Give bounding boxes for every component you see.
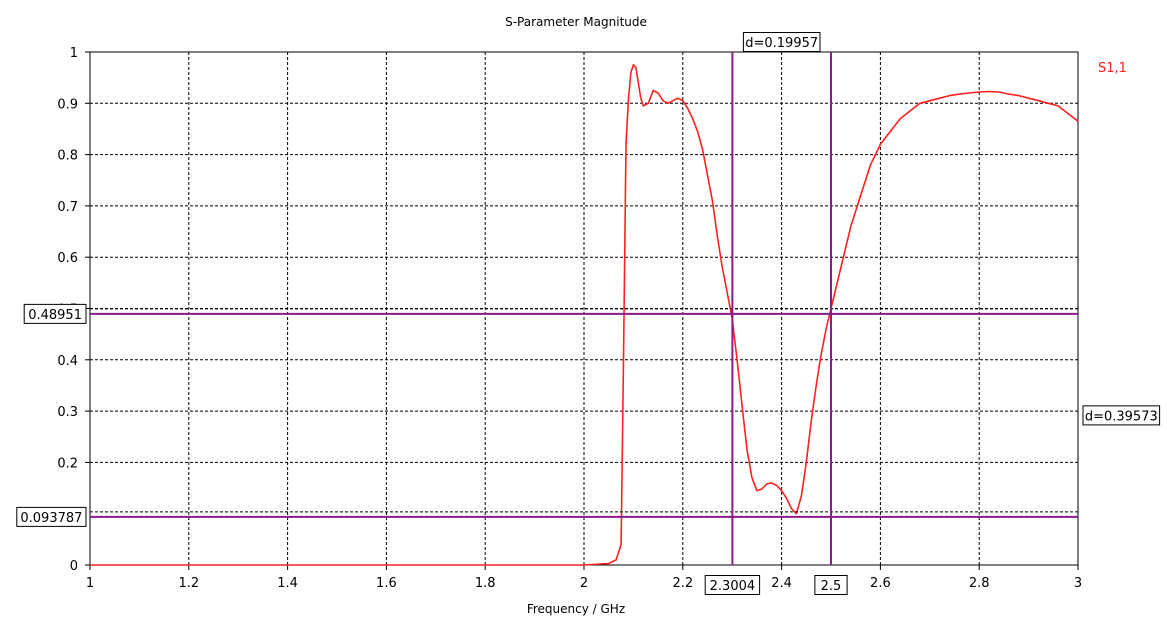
marker-label-x: 2.3004 xyxy=(704,575,761,595)
marker-layer: 0.48951 0.093787 2.3004 2.5 d=0.19957 d=0.395… xyxy=(16,32,1161,595)
marker-label-x-text: 2.5 xyxy=(821,579,842,594)
legend-s11: S1,1 xyxy=(1098,61,1127,76)
y-tick-label: 0.9 xyxy=(57,97,78,112)
y-tick-label: 0.7 xyxy=(57,200,78,215)
marker-label-y-text: 0.093787 xyxy=(20,511,82,526)
series-line-s11 xyxy=(90,64,1079,566)
y-tick-label: 0 xyxy=(70,559,78,574)
x-tick-label: 2 xyxy=(580,576,588,591)
x-axis-title: Frequency / GHz xyxy=(527,602,625,616)
marker-delta-y-box xyxy=(1082,405,1161,426)
y-tick-label: 0.4 xyxy=(57,354,78,369)
x-tick-label: 1 xyxy=(86,576,94,591)
x-tick-label: 1.8 xyxy=(475,576,496,591)
marker-label-x-text: 2.3004 xyxy=(710,579,756,594)
x-tick-label: 1.6 xyxy=(376,576,397,591)
x-tick-label: 2.4 xyxy=(771,576,792,591)
marker-label-y: 0.093787 xyxy=(16,506,87,527)
marker-label-y-box xyxy=(16,506,87,527)
x-tick-label: 1.2 xyxy=(178,576,199,591)
marker-delta-x-box xyxy=(742,32,821,52)
series-layer xyxy=(90,64,1079,566)
marker-delta-y: d=0.39573 xyxy=(1082,405,1161,426)
x-tick-label: 2.8 xyxy=(969,576,990,591)
y-tick-label: 1 xyxy=(70,46,78,61)
x-tick-label: 2.6 xyxy=(870,576,891,591)
y-tick-label: 0.8 xyxy=(57,149,78,164)
x-tick-label: 2.2 xyxy=(672,576,693,591)
y-tick-label: 0.3 xyxy=(57,405,78,420)
marker-delta-y-text: d=0.39573 xyxy=(1085,409,1158,424)
marker-label-y-text: 0.48951 xyxy=(28,308,82,323)
chart-title: S-Parameter Magnitude xyxy=(505,15,647,29)
marker-label-x-box xyxy=(704,575,761,595)
y-tick-label: 0.6 xyxy=(57,251,78,266)
marker-delta-x-text: d=0.19957 xyxy=(745,36,818,51)
x-tick-label: 3 xyxy=(1074,576,1082,591)
y-tick-label: 0.2 xyxy=(57,456,78,471)
marker-label-y-box xyxy=(23,303,87,324)
x-axis: 1 1.2 1.4 1.6 1.8 2 2.2 2.4 2.6 2.8 3 xyxy=(86,565,1082,591)
marker-label-x-box xyxy=(814,575,848,595)
marker-label-x: 2.5 xyxy=(814,575,848,595)
marker-delta-x: d=0.19957 xyxy=(742,32,821,52)
marker-label-y: 0.48951 xyxy=(23,303,87,324)
x-tick-label: 1.4 xyxy=(277,576,298,591)
